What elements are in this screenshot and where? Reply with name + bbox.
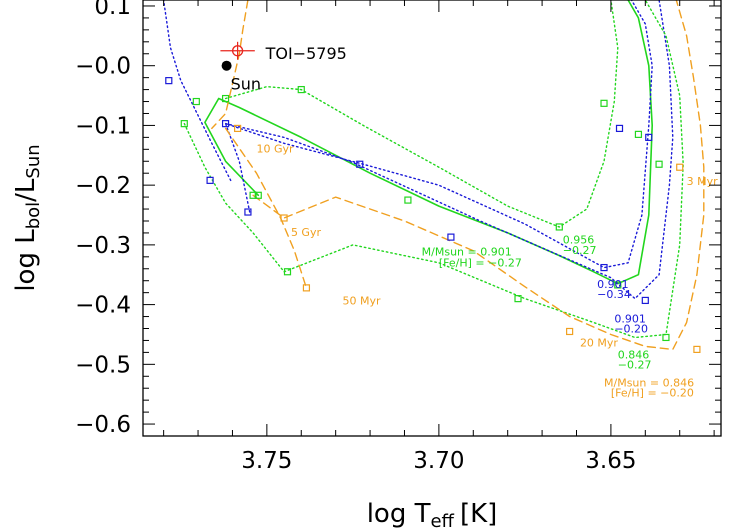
x-tick-label-0: 3.75 [241, 448, 292, 474]
marker-green-14 [180, 120, 188, 128]
y-axis-title: log Lbol/LSun [11, 144, 44, 291]
sun-point [221, 60, 232, 71]
marker-orange-29 [676, 163, 684, 171]
annotation-10-gyr-0: 10 Gyr [257, 142, 295, 155]
series-line-4-m-msun-0-956-fe-h-0-27 [224, 0, 619, 228]
marker-blue-24 [641, 296, 649, 305]
marker-green-8 [655, 160, 663, 168]
series-line-6-m-msun-0-846-fe-h-0-20 [252, 0, 705, 351]
y-tick-label-5: −0.4 [75, 293, 131, 319]
toi-5795-label: TOI−5795 [265, 44, 347, 63]
y-tick-label-4: −0.3 [75, 233, 131, 259]
annotation-3-myr-3: 3 Myr [687, 175, 718, 188]
marker-green-0 [254, 191, 262, 199]
y-tick-label-3: −0.2 [75, 173, 131, 199]
marker-green-3 [297, 85, 305, 94]
x-tick-label-1: 3.70 [413, 448, 464, 474]
marker-blue-17 [206, 176, 214, 184]
marker-orange-26 [280, 214, 288, 222]
marker-green-11 [662, 333, 670, 342]
marker-green-13 [283, 268, 292, 276]
y-tick-label-7: −0.6 [75, 412, 131, 438]
x-axis-title: log Teff [K] [367, 499, 498, 530]
marker-blue-22 [615, 124, 624, 133]
annotation-fe-h-0-20-17: [Fe/H] = −0.20 [611, 387, 694, 400]
sun-label: Sun [231, 75, 261, 94]
annotation-50-myr-2: 50 Myr [343, 295, 381, 308]
axes-frame [142, 0, 722, 437]
plot-frame [142, 0, 722, 437]
annotation-m-msun-0-901-8: M/Msun = 0.901 [422, 246, 512, 259]
annotation-0-27-15: −0.27 [618, 359, 652, 372]
series-line-7-10-gyr-isochrone [211, 0, 249, 130]
annotation-0-901-10: 0.901 [597, 278, 629, 291]
series-line-3-m-msun-0-901-fe-h-0-20 [224, 0, 674, 300]
annotation-10-myr-5: 10 Myr [724, 360, 735, 373]
annotation-0-901-12: 0.901 [614, 313, 646, 326]
marker-green-10 [514, 295, 522, 303]
marker-green-2 [192, 97, 200, 106]
marker-orange-27 [302, 284, 311, 292]
marker-blue-23 [645, 133, 653, 141]
marker-green-1 [221, 94, 230, 103]
marker-blue-18 [244, 208, 252, 216]
marker-blue-21 [600, 263, 608, 272]
marker-blue-16 [221, 120, 230, 128]
marker-green-6 [600, 99, 608, 107]
annotation-0-846-14: 0.846 [618, 348, 650, 361]
marker-orange-30 [693, 345, 701, 353]
marker-green-7 [634, 130, 643, 138]
annotation-fe-h-0-27-9: [Fe/H] = −0.27 [439, 256, 522, 269]
annotation-0-27-7: −0.27 [563, 244, 597, 257]
marker-orange-25 [234, 124, 242, 133]
x-tick-label-2: 3.65 [585, 448, 636, 474]
y-tick-label-0: 0.1 [94, 0, 131, 20]
toi-5795-point [220, 41, 255, 60]
annotation-5-gyr-1: 5 Gyr [291, 226, 322, 239]
series-line-2-m-msun-0-901-fe-h-0-34-giant-branch [224, 0, 653, 269]
tick-labels: 3.75 3.70 3.65 0.1 −0.0 −0.1 −0.2 −0.3 −0.4 −0.5 −… [75, 0, 636, 474]
marker-green-12 [249, 191, 257, 199]
marker-blue-19 [356, 160, 364, 168]
y-tick-label-6: −0.5 [75, 352, 131, 378]
marker-green-5 [555, 223, 563, 231]
marker-blue-15 [165, 77, 173, 85]
marker-green-9 [614, 281, 622, 289]
marker-orange-28 [566, 327, 574, 336]
annotation-m-msun-0-846-16: M/Msun = 0.846 [604, 376, 694, 389]
axis-ticks [143, 0, 721, 437]
marker-green-4 [404, 196, 412, 204]
y-tick-label-2: −0.1 [75, 113, 131, 139]
marker-blue-20 [447, 233, 455, 241]
annotation-20-myr-4: 20 Myr [580, 336, 618, 349]
series-line-5-m-msun-0-846-fe-h-0-27 [183, 0, 684, 339]
annotation-0-956-6: 0.956 [563, 234, 595, 247]
y-tick-label-1: −0.0 [75, 54, 131, 80]
annotation-0-20-13: −0.20 [614, 323, 648, 336]
annotation-0-34-11: −0.34 [597, 288, 631, 301]
series-line-0-m-msun-0-901-fe-h-0-27 [204, 0, 653, 285]
toi-5795-marker [231, 45, 244, 57]
series-line-1-m-msun-0-901-fe-h-0-34 [162, 0, 232, 182]
